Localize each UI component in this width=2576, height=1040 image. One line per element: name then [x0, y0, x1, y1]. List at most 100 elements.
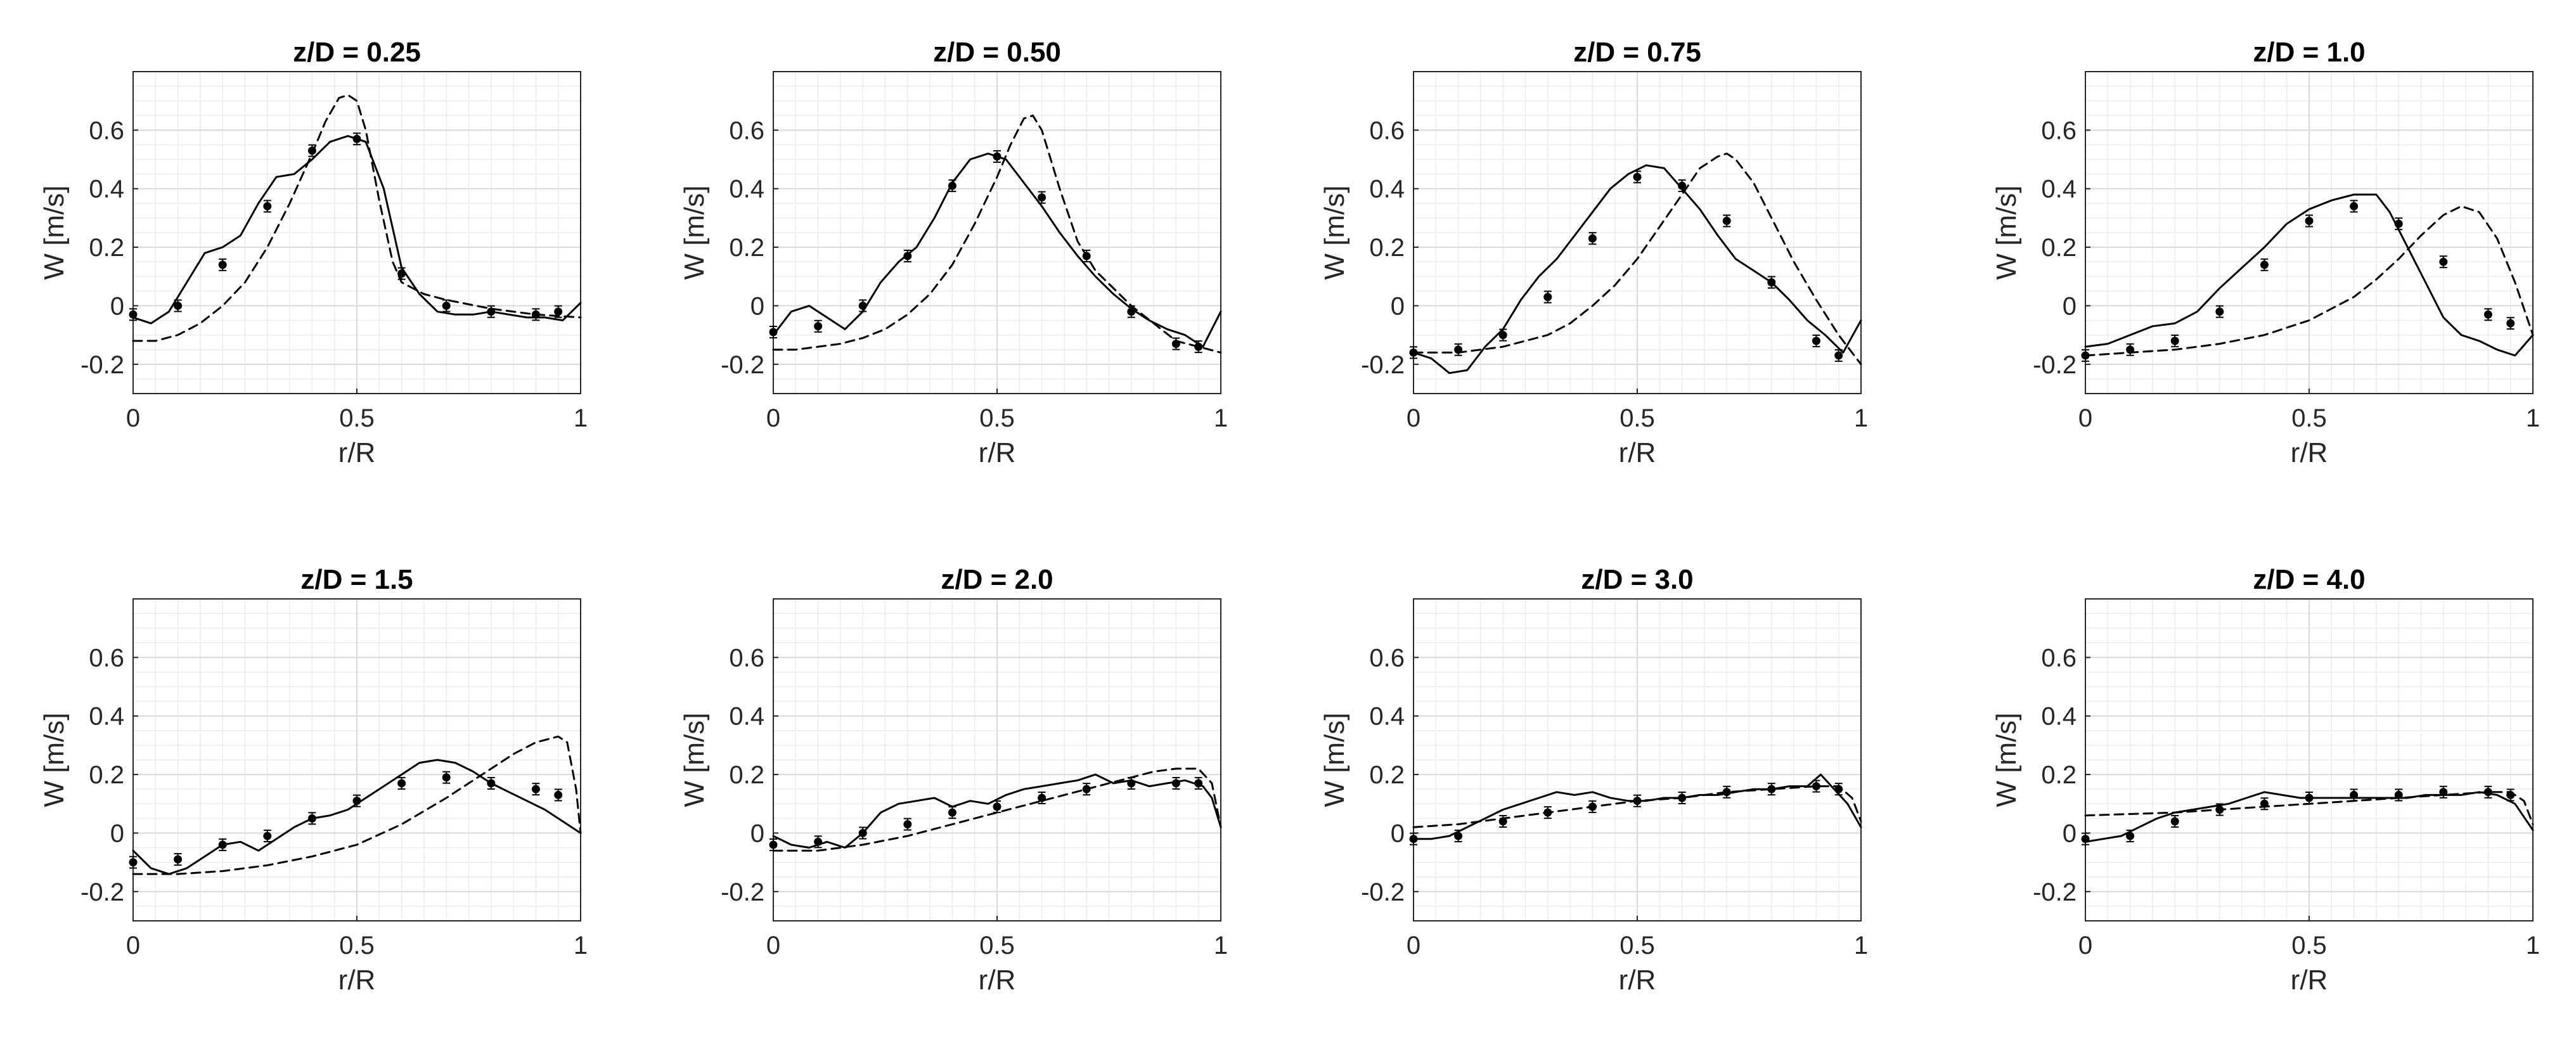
chart-title: z/D = 0.50: [933, 37, 1061, 68]
marker: [2394, 219, 2403, 228]
x-tick-label: 0: [126, 932, 140, 960]
marker: [1633, 797, 1642, 806]
y-tick-label: 0: [1391, 292, 1405, 320]
data-point: [1633, 794, 1642, 807]
series-markers: [129, 771, 563, 869]
y-tick-label: 0: [750, 819, 764, 847]
marker: [1678, 793, 1687, 802]
marker: [2170, 817, 2179, 826]
data-point: [1588, 800, 1597, 813]
marker: [1767, 278, 1776, 287]
marker: [442, 773, 451, 782]
x-axis-label: r/R: [1619, 437, 1656, 468]
marker: [903, 820, 912, 829]
data-point: [1812, 780, 1820, 793]
y-tick-label: -0.2: [1361, 351, 1405, 379]
marker: [1409, 348, 1418, 357]
data-point: [2506, 317, 2515, 330]
data-point: [1633, 170, 1642, 184]
data-point: [307, 812, 316, 825]
y-axis-label: W [m/s]: [1991, 185, 2022, 279]
marker: [1454, 831, 1463, 840]
x-tick-label: 0.5: [339, 932, 375, 960]
data-point: [263, 200, 272, 213]
x-tick-label: 1: [1854, 404, 1868, 432]
series-line-dashed: [772, 767, 1222, 852]
y-tick-label: 0: [2063, 819, 2077, 847]
data-point: [2081, 832, 2090, 845]
x-tick-label: 0: [2078, 932, 2092, 960]
data-point: [129, 856, 138, 869]
data-point: [1498, 328, 1507, 342]
data-point: [129, 308, 138, 321]
data-point: [352, 132, 361, 146]
data-point: [2260, 258, 2269, 271]
marker: [1498, 331, 1507, 340]
y-tick-label: 0.4: [89, 703, 124, 731]
x-tick-label: 0: [1407, 404, 1420, 432]
marker: [442, 301, 451, 310]
marker: [129, 858, 138, 867]
y-tick-label: -0.2: [721, 351, 764, 379]
subplot-2: 0 0.5 1-0.200.20.40.6z/D = 0.50r/RW [m/s]: [679, 37, 1228, 468]
y-axis-label: W [m/s]: [1991, 712, 2022, 807]
data-point: [948, 806, 956, 819]
y-tick-label: -0.2: [2033, 878, 2077, 906]
data-point: [1454, 830, 1463, 843]
x-tick-label: 0.5: [979, 932, 1015, 960]
x-axis-label: r/R: [1619, 965, 1656, 996]
marker: [1454, 345, 1463, 354]
data-point: [397, 267, 406, 280]
marker: [2483, 310, 2492, 319]
marker: [218, 260, 227, 269]
marker: [1082, 785, 1091, 793]
data-point: [1194, 340, 1203, 354]
y-tick-label: 0.2: [1369, 761, 1405, 789]
marker: [993, 802, 1001, 811]
data-point: [993, 800, 1001, 813]
marker: [769, 840, 778, 849]
series-markers: [1409, 780, 1843, 845]
x-tick-label: 0.5: [979, 404, 1015, 432]
y-tick-label: 0.2: [1369, 234, 1405, 262]
marker: [129, 310, 138, 319]
marker: [1038, 193, 1046, 202]
chart-title: z/D = 0.25: [293, 37, 421, 68]
marker: [1543, 293, 1552, 302]
marker: [1633, 172, 1642, 181]
marker: [263, 831, 272, 840]
marker: [1498, 817, 1507, 826]
data-point: [993, 150, 1001, 163]
y-axis-label: W [m/s]: [39, 185, 70, 279]
marker: [1038, 793, 1046, 802]
minor-grid: [773, 72, 1221, 394]
x-tick-label: 1: [1214, 932, 1228, 960]
marker: [352, 134, 361, 143]
marker: [1194, 342, 1203, 351]
data-point: [2394, 217, 2403, 231]
data-point: [218, 258, 227, 271]
y-tick-label: 0.2: [729, 761, 764, 789]
marker: [2170, 337, 2179, 345]
minor-grid: [133, 599, 581, 921]
x-tick-label: 1: [2526, 404, 2540, 432]
marker: [218, 840, 227, 849]
data-point: [948, 179, 956, 193]
data-point: [352, 794, 361, 807]
marker: [1834, 785, 1843, 793]
series-markers: [769, 150, 1203, 354]
x-tick-label: 1: [1854, 932, 1868, 960]
x-tick-label: 0: [766, 404, 780, 432]
marker: [814, 322, 823, 331]
data-point: [1038, 792, 1046, 805]
data-point: [2506, 788, 2515, 802]
x-axis-label: r/R: [979, 437, 1016, 468]
chart-title: z/D = 1.0: [2253, 37, 2365, 68]
data-point: [1543, 806, 1552, 819]
marker: [2394, 790, 2403, 799]
y-tick-label: 0: [2063, 292, 2077, 320]
chart-title: z/D = 2.0: [941, 564, 1053, 595]
marker: [2126, 345, 2135, 354]
y-tick-label: 0.6: [729, 117, 764, 144]
